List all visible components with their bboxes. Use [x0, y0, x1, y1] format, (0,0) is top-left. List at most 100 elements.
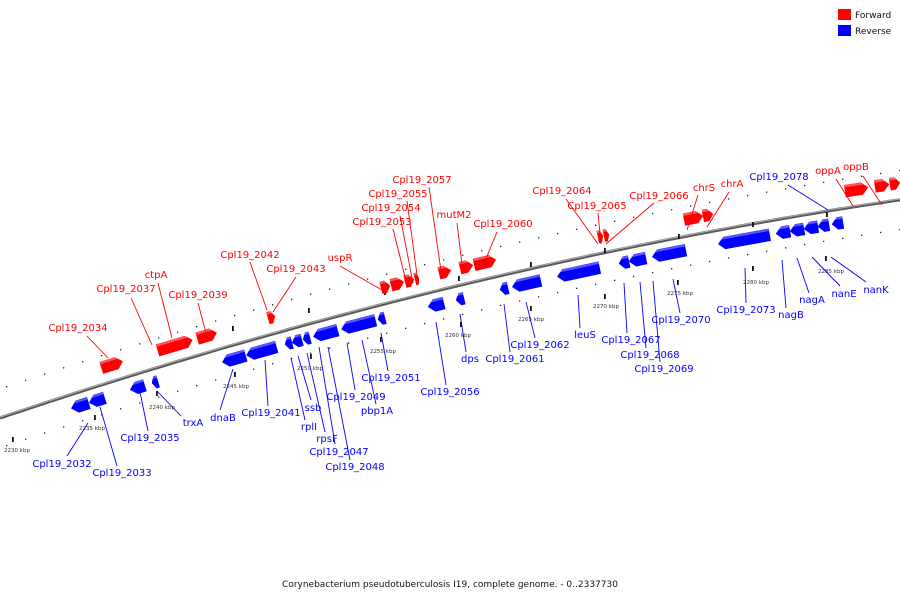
forward-gene-arrow [888, 176, 900, 191]
forward-gene-arrow [602, 228, 610, 242]
gene-label-Cpl19_2057: Cpl19_2057 [392, 175, 452, 279]
gene-label-text: Cpl19_2055 [368, 189, 427, 200]
reverse-gene-arrow [454, 292, 466, 306]
tick-mark [156, 391, 158, 396]
tick-label: 2260 kbp [445, 333, 471, 339]
gene-label-text: Cpl19_2057 [392, 175, 451, 186]
gene-label-ctpA: ctpA [145, 270, 173, 339]
forward-gene-arrow [701, 208, 714, 223]
reverse-gene-arrow [311, 324, 340, 342]
gene-label-Cpl19_2034: Cpl19_2034 [48, 323, 109, 359]
gene-label-nanE: nanE [811, 256, 857, 300]
reverse-gene-arrow [87, 391, 107, 407]
tick-mark [308, 308, 310, 313]
reverse-gene-arrow [426, 296, 446, 312]
tick-label: 2275 kbp [667, 291, 693, 297]
gene-label-text: dnaB [210, 413, 236, 424]
tick-mark [826, 212, 828, 217]
reverse-gene-arrow [150, 375, 160, 389]
reverse-gene-arrow [617, 255, 631, 269]
reverse-gene-arrow [789, 222, 806, 237]
gene-label-text: oppB [843, 162, 869, 173]
gene-label-Cpl19_2053: Cpl19_2053 [352, 217, 412, 286]
reverse-gene-arrow [511, 274, 543, 292]
reverse-gene-arrow [831, 216, 845, 230]
forward-gene-arrow [437, 264, 452, 280]
gene-label-Cpl19_2049: Cpl19_2049 [326, 342, 386, 403]
gene-label-text: rpsF [316, 434, 338, 445]
tick-mark [678, 234, 680, 239]
forward-gene-arrow [682, 210, 704, 226]
gene-label-text: nanE [831, 289, 856, 300]
gene-label-Cpl19_2051: Cpl19_2051 [361, 332, 421, 384]
gene-label-Cpl19_2039: Cpl19_2039 [168, 290, 228, 334]
gene-label-text: nanK [863, 285, 889, 296]
gene-label-Cpl19_2068: Cpl19_2068 [620, 281, 680, 361]
gene-label-Cpl19_2078: Cpl19_2078 [749, 172, 829, 211]
reverse-gene-arrow [556, 261, 602, 282]
gene-label-Cpl19_2061: Cpl19_2061 [485, 303, 545, 365]
tick-mark [458, 276, 460, 281]
gene-label-Cpl19_2056: Cpl19_2056 [420, 321, 480, 398]
forward-gene-arrow [155, 334, 193, 357]
gene-label-dnaB: dnaB [210, 368, 236, 424]
gene-label-text: Cpl19_2053 [352, 217, 411, 228]
forward-gene-arrow [873, 178, 890, 193]
reverse-gene-arrow [244, 340, 279, 360]
genome-caption: Corynebacterium pseudotuberculosis I19, … [282, 580, 618, 590]
gene-label-text: Cpl19_2047 [309, 447, 368, 458]
gene-label-leuS: leuS [574, 294, 596, 341]
gene-label-text: uspR [328, 253, 353, 264]
gene-label-Cpl19_2070: Cpl19_2070 [651, 278, 711, 326]
tick-mark [310, 354, 312, 359]
gene-label-Cpl19_2066: Cpl19_2066 [605, 191, 689, 245]
gene-label-pbp1A: pbp1A [361, 339, 393, 417]
tick-mark [677, 280, 679, 285]
forward-gene-arrow [266, 310, 276, 325]
forward-gene-arrow [403, 273, 415, 288]
reverse-gene-arrow [220, 349, 248, 367]
legend-swatch-reverse [838, 25, 851, 36]
tick-mark [460, 322, 462, 327]
forward-gene-arrow [379, 279, 391, 294]
gene-label-text: Cpl19_2054 [361, 203, 420, 214]
gene-label-Cpl19_2047: Cpl19_2047 [309, 346, 369, 458]
gene-label-text: Cpl19_2061 [485, 354, 544, 365]
legend-label-reverse: Reverse [855, 27, 892, 37]
tick-label: 2245 kbp [223, 384, 249, 390]
gene-label-text: Cpl19_2069 [634, 364, 693, 375]
gene-label-uspR: uspR [328, 253, 383, 291]
tick-mark [604, 248, 606, 253]
gene-label-Cpl19_2032: Cpl19_2032 [32, 422, 92, 470]
gene-label-Cpl19_2037: Cpl19_2037 [96, 284, 156, 346]
tick-label: 2255 kbp [370, 349, 396, 355]
genes [69, 176, 900, 413]
tick-mark [752, 222, 754, 227]
gene-label-text: pbp1A [361, 406, 393, 417]
gene-label-nagA: nagA [796, 257, 825, 306]
gene-label-text: Cpl19_2032 [32, 459, 91, 470]
gene-label-text: chrA [721, 179, 744, 190]
tick-mark [94, 415, 96, 420]
tick-mark [530, 262, 532, 267]
legend-item-reverse: Reverse [838, 25, 892, 37]
gene-label-rplI: rplI [290, 357, 317, 433]
tick-mark [380, 337, 382, 342]
reverse-gene-arrow [651, 244, 688, 262]
reverse-gene-arrow [803, 220, 820, 235]
reverse-gene-arrow [627, 251, 648, 267]
legend-item-forward: Forward [838, 9, 891, 21]
reverse-gene-arrow [69, 396, 91, 413]
gene-label-dps: dps [459, 313, 479, 365]
gene-label-mutM2: mutM2 [437, 210, 472, 274]
gene-label-text: Cpl19_2042 [220, 250, 279, 261]
gene-label-trxA: trxA [156, 390, 203, 429]
gene-label-oppA: oppA [815, 166, 854, 207]
tick-mark [825, 256, 827, 261]
gene-label-chrS: chrS [686, 183, 715, 231]
gene-label-text: Cpl19_2043 [266, 264, 325, 275]
gene-label-text: Cpl19_2041 [241, 408, 300, 419]
tick-mark [12, 437, 14, 442]
